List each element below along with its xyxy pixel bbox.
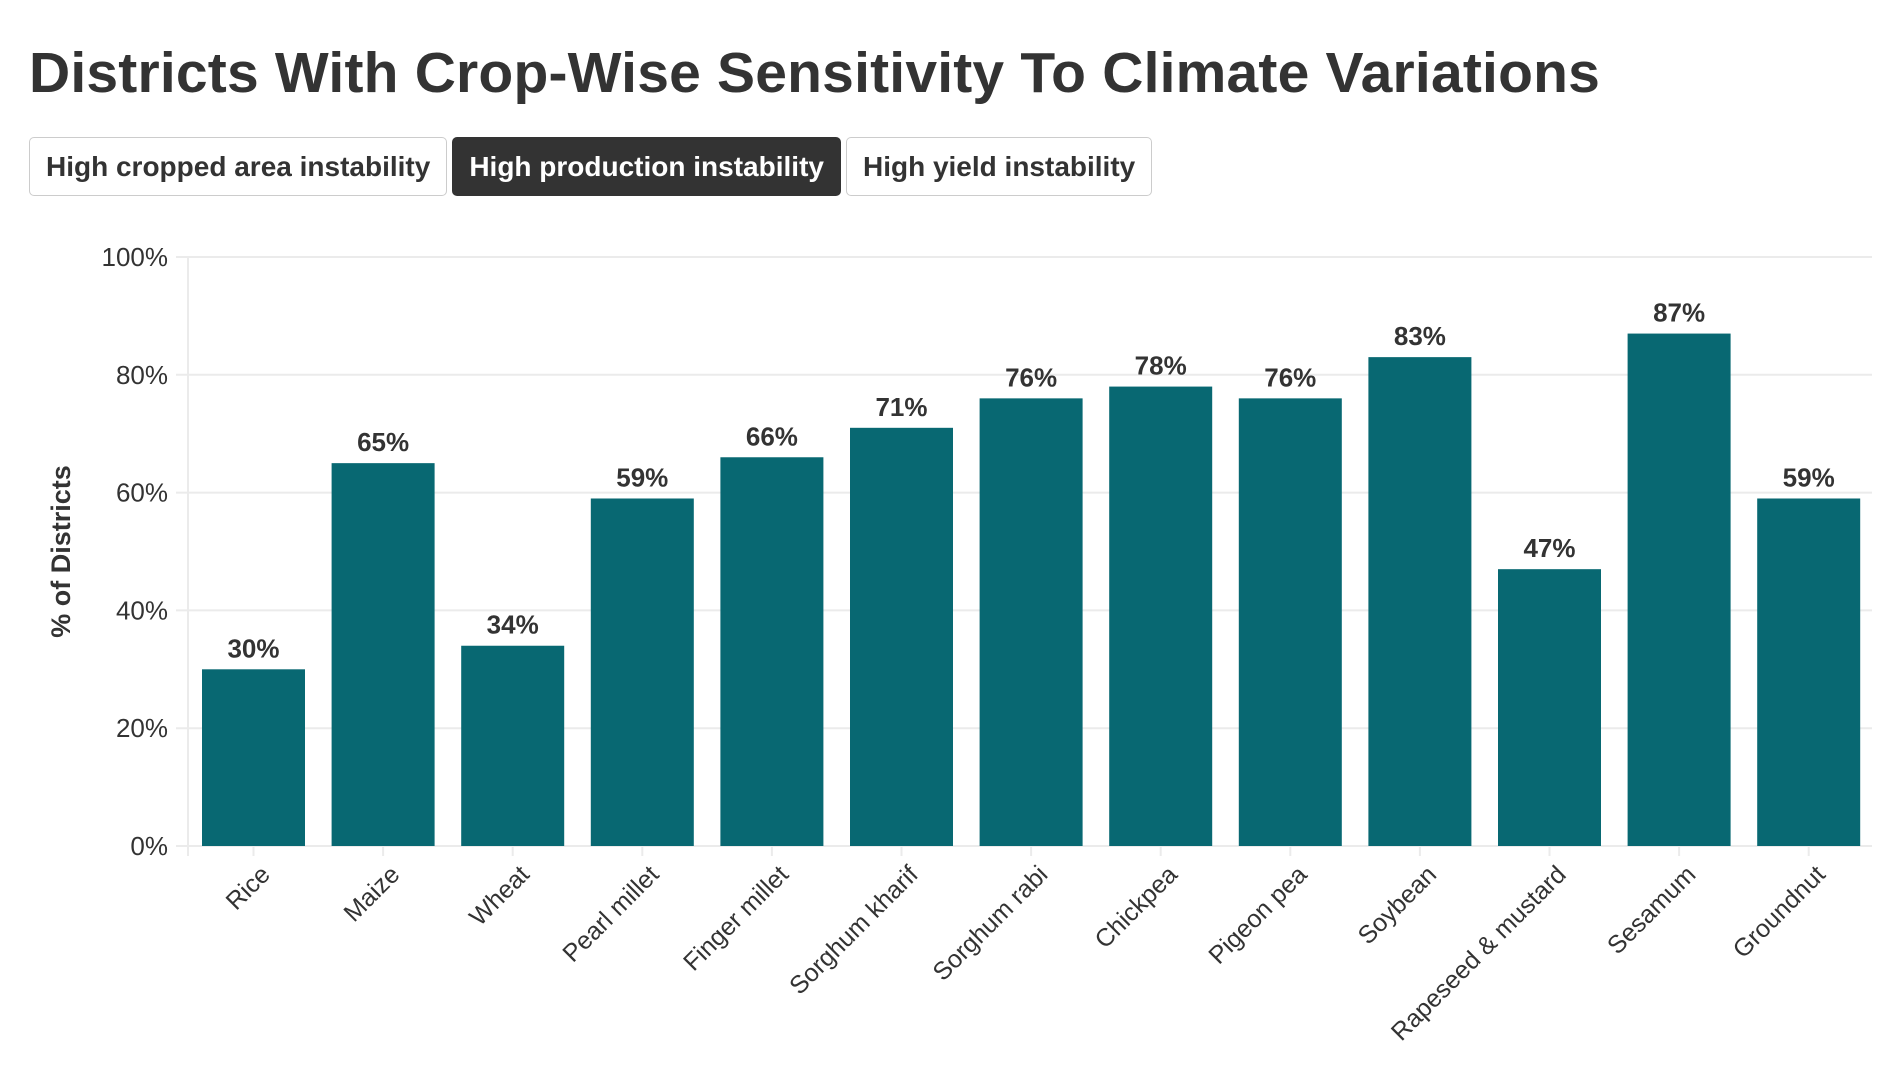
bar xyxy=(1109,386,1213,846)
bar xyxy=(202,669,305,846)
data-label: 59% xyxy=(1783,462,1835,492)
y-tick-label: 20% xyxy=(116,713,168,743)
x-tick-label: Wheat xyxy=(464,860,535,931)
y-tick-label: 0% xyxy=(130,831,168,861)
data-label: 76% xyxy=(1005,362,1057,392)
data-label: 71% xyxy=(875,392,927,422)
data-label: 34% xyxy=(487,610,539,640)
x-tick-label: Finger millet xyxy=(678,860,794,976)
x-tick-label: Sorghum kharif xyxy=(784,860,924,1000)
data-label: 87% xyxy=(1653,298,1705,328)
x-tick-label: Groundnut xyxy=(1728,860,1831,963)
bar xyxy=(850,427,953,846)
tab-yield[interactable]: High yield instability xyxy=(845,137,1153,196)
metric-tabs: High cropped area instability High produ… xyxy=(29,137,1153,196)
bar xyxy=(1238,398,1342,846)
bar xyxy=(720,457,824,846)
data-label: 59% xyxy=(616,462,668,492)
x-tick-label: Sesamum xyxy=(1602,860,1701,959)
tab-cropped-area[interactable]: High cropped area instability xyxy=(29,137,448,196)
y-tick-label: 40% xyxy=(116,595,168,625)
x-tick-label: Maize xyxy=(338,860,405,927)
y-tick-label: 100% xyxy=(102,242,169,272)
data-label: 30% xyxy=(227,633,279,663)
bar xyxy=(1498,569,1601,846)
y-tick-label: 80% xyxy=(116,360,168,390)
x-tick-label: Pearl millet xyxy=(557,860,664,967)
bar xyxy=(1757,498,1861,846)
bar xyxy=(1627,333,1731,846)
bar xyxy=(461,645,565,846)
x-tick-label: Sorghum rabi xyxy=(927,860,1053,986)
data-label: 83% xyxy=(1394,321,1446,351)
y-axis-title: % of Districts xyxy=(46,465,76,638)
bar xyxy=(979,398,1083,846)
x-tick-label: Pigeon pea xyxy=(1203,860,1312,969)
bar xyxy=(331,463,435,846)
data-label: 78% xyxy=(1135,351,1187,381)
data-label: 66% xyxy=(746,421,798,451)
tab-production[interactable]: High production instability xyxy=(452,137,841,196)
chart-title: Districts With Crop-Wise Sensitivity To … xyxy=(29,41,1601,105)
y-tick-label: 60% xyxy=(116,478,168,508)
x-tick-label: Rice xyxy=(221,860,276,915)
x-tick-label: Soybean xyxy=(1353,860,1443,950)
x-tick-label: Chickpea xyxy=(1089,860,1183,954)
data-label: 47% xyxy=(1523,533,1575,563)
bar xyxy=(590,498,694,846)
data-label: 65% xyxy=(357,427,409,457)
data-label: 76% xyxy=(1264,362,1316,392)
bar xyxy=(1368,357,1472,846)
